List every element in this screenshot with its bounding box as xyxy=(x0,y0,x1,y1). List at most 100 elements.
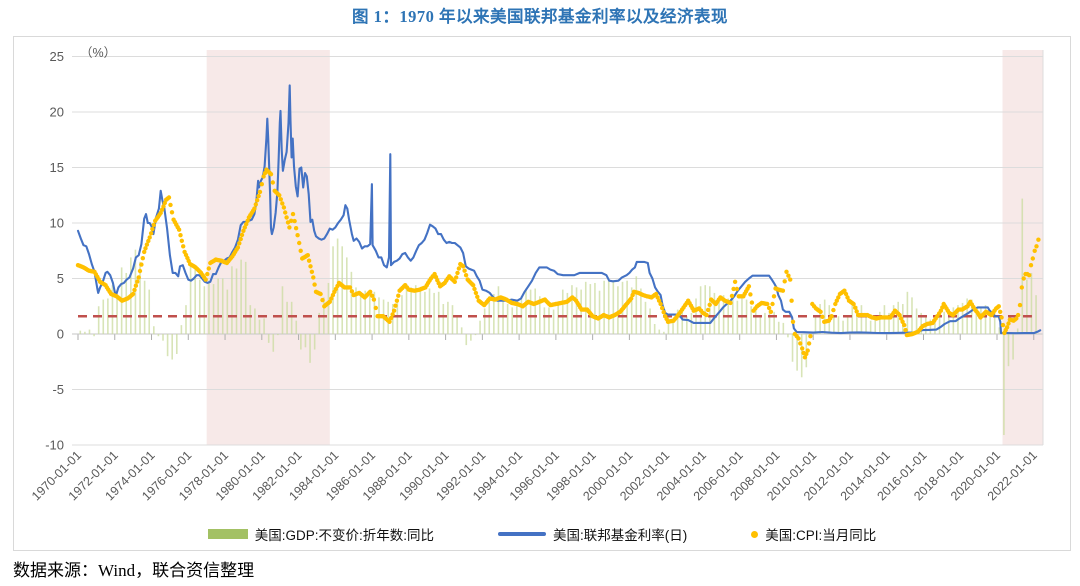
cpi-dot xyxy=(845,295,850,300)
cpi-dot xyxy=(284,215,289,220)
gdp-bar xyxy=(897,301,900,334)
gdp-bar xyxy=(543,307,546,334)
gdp-bar xyxy=(736,300,739,334)
cpi-dot xyxy=(237,241,242,246)
cpi-dot xyxy=(800,346,805,351)
cpi-dot xyxy=(808,334,813,339)
gdp-bar xyxy=(368,295,371,334)
cpi-dot xyxy=(289,218,294,223)
cpi-dot xyxy=(133,283,139,288)
gdp-bar xyxy=(566,292,569,334)
cpi-dot xyxy=(259,182,264,187)
gdp-bar xyxy=(787,334,789,338)
cpi-dot xyxy=(203,277,208,282)
cpi-dot xyxy=(1036,237,1041,242)
gdp-bar xyxy=(663,331,665,334)
gdp-bar xyxy=(561,289,564,334)
gdp-bar xyxy=(93,334,95,337)
gdp-bar xyxy=(782,322,785,334)
gdp-bar xyxy=(493,294,495,334)
cpi-dot xyxy=(768,309,774,314)
y-axis-unit-label: （%） xyxy=(80,46,116,60)
gdp-bar xyxy=(892,305,895,334)
cpi-dot xyxy=(320,297,325,303)
gdp-bar xyxy=(658,329,661,334)
gdp-bar xyxy=(525,288,527,334)
gdp-bar xyxy=(943,311,945,334)
gdp-bar xyxy=(777,321,780,334)
gdp-bar xyxy=(819,304,821,334)
gdp-bar xyxy=(350,271,353,334)
chart-legend: 美国:GDP:不变价:折年数:同比 美国:联邦基金利率(日) 美国:CPI:当月… xyxy=(13,523,1071,545)
gdp-bar xyxy=(424,291,426,334)
cpi-dot xyxy=(1004,325,1010,330)
gdp-bar xyxy=(626,280,628,334)
gdp-bar xyxy=(856,306,858,334)
gdp-bar xyxy=(796,334,798,371)
cpi-dot xyxy=(139,262,144,267)
cpi-dot xyxy=(261,174,266,179)
gdp-bar xyxy=(267,334,270,343)
gdp-bar xyxy=(617,286,619,334)
gdp-bar xyxy=(419,287,422,334)
gdp-bar xyxy=(258,319,261,334)
gdp-bar xyxy=(88,329,91,334)
cpi-dot xyxy=(820,314,825,319)
gdp-bar xyxy=(759,317,762,334)
gdp-bar xyxy=(221,278,224,334)
gdp-bar xyxy=(470,334,472,341)
cpi-dot xyxy=(270,180,275,185)
cpi-dot xyxy=(780,288,786,293)
gdp-bar xyxy=(1003,334,1005,436)
gdp-bar xyxy=(630,287,633,334)
cpi-dot xyxy=(393,303,398,308)
gdp-bar xyxy=(571,285,573,334)
y-tick-label: -10 xyxy=(45,438,64,453)
gdp-bar xyxy=(653,324,656,334)
cpi-dot xyxy=(1014,316,1019,321)
cpi-dot xyxy=(132,287,137,293)
cpi-dot xyxy=(1030,256,1036,261)
fed-funds-line xyxy=(76,84,1042,335)
gdp-bar xyxy=(226,289,229,334)
gdp-bar xyxy=(107,298,109,334)
cpi-dot xyxy=(805,348,810,353)
gdp-bar xyxy=(989,310,991,334)
gdp-bar xyxy=(635,276,638,334)
gdp-bar xyxy=(401,295,403,334)
cpi-dot xyxy=(137,268,143,274)
gdp-bar xyxy=(198,279,201,334)
legend-label-cpi: 美国:CPI:当月同比 xyxy=(765,528,877,543)
gdp-bar xyxy=(672,319,674,334)
gdp-bar xyxy=(327,282,330,334)
cpi-dot xyxy=(705,307,711,313)
gdp-bar xyxy=(869,320,872,334)
cpi-dot-swatch-icon xyxy=(751,530,759,538)
cpi-dot xyxy=(749,300,755,305)
cpi-dot xyxy=(784,269,789,274)
gdp-bar xyxy=(791,334,794,362)
gdp-bar xyxy=(879,311,881,334)
cpi-dot xyxy=(1034,244,1039,249)
cpi-dot xyxy=(241,228,246,233)
cpi-dot xyxy=(178,233,183,238)
y-tick-label: 10 xyxy=(50,216,64,231)
y-tick-label: 15 xyxy=(50,160,64,175)
cpi-dot xyxy=(166,195,172,200)
gdp-bar xyxy=(175,334,178,354)
cpi-dot xyxy=(371,297,377,302)
cpi-dot xyxy=(770,301,775,307)
gdp-bar xyxy=(529,289,532,334)
gdp-bar xyxy=(240,259,242,334)
cpi-dot xyxy=(146,238,151,244)
cpi-dot xyxy=(851,301,856,307)
cpi-dot xyxy=(655,295,660,300)
gdp-bar xyxy=(1021,198,1024,334)
cpi-dot xyxy=(836,295,841,300)
gdp-bar xyxy=(479,320,481,334)
cpi-dot xyxy=(999,315,1004,320)
cpi-dot xyxy=(902,322,907,328)
gdp-bar xyxy=(318,312,321,334)
cpi-dot xyxy=(766,305,772,311)
cpi-dot xyxy=(329,296,334,301)
